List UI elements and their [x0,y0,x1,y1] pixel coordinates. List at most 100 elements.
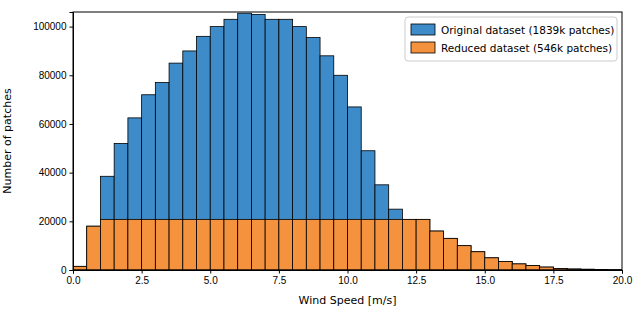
y-tick: 20000 [39,216,73,227]
y-tick-label: 100000 [33,21,67,32]
histogram-bar [389,209,403,270]
legend-label: Reduced dataset (546k patches) [441,42,612,54]
x-tick-mark [416,270,417,274]
histogram-bar [73,266,87,270]
x-tick-mark [485,270,486,274]
y-tick-label: 40000 [39,167,67,178]
histogram-bar [306,219,320,270]
x-axis: 0.0 2.5 5.0 7.5 10.0 12.5 15.0 17.5 20.0 [67,270,633,286]
histogram-bar [279,219,293,270]
histogram-bar [361,219,375,270]
x-tick: 17.5 [544,270,564,286]
histogram-bar [224,19,238,270]
histogram-bar [279,19,293,270]
histogram-bar [498,261,512,270]
histogram-bar [155,219,169,270]
y-tick-mark [70,173,74,174]
y-tick-label: 20000 [39,216,67,227]
y-tick-label: 60000 [39,119,67,130]
y-tick-mark [70,270,74,271]
x-tick-label: 10.0 [338,275,358,286]
histogram-bar [526,266,540,270]
series [73,13,622,270]
plot-area: 0.0 2.5 5.0 7.5 10.0 12.5 15.0 17.5 20.0 0 20000 40… [33,12,633,286]
x-tick-label: 15.0 [476,275,496,286]
histogram-bar [265,19,279,270]
y-tick: 80000 [39,70,73,81]
x-tick-label: 17.5 [544,275,564,286]
x-tick-mark [142,270,143,274]
x-tick-mark [279,270,280,274]
legend-entry: Reduced dataset (546k patches) [411,42,612,54]
histogram-bar [210,27,224,270]
y-tick-mark [70,75,74,76]
histogram-bar [471,252,485,270]
histogram-bar [402,219,416,270]
x-tick: 15.0 [476,270,496,286]
histogram-bar [375,185,389,270]
histogram-bar [114,219,128,270]
histogram-bar [485,258,499,270]
histogram-bar [485,258,499,270]
histogram-bar [361,151,375,270]
histogram-bar [375,219,389,270]
histogram-bar [471,252,485,270]
x-tick: 10.0 [338,270,358,286]
y-tick: 0 [61,265,73,276]
y-tick: 100000 [33,21,73,32]
x-tick: 7.5 [272,270,286,286]
histogram-bar [142,219,156,270]
histogram-bar [169,63,183,270]
histogram-bar [306,38,320,270]
histogram-bar [444,238,458,270]
histogram-bar [251,14,265,270]
bars [73,13,622,270]
histogram-bar [389,219,403,270]
x-tick-label: 5.0 [204,275,218,286]
y-tick-label: 80000 [39,70,67,81]
y-tick: 60000 [39,119,73,130]
histogram-bar [100,219,114,270]
x-tick: 2.5 [135,270,149,286]
histogram-bar [87,226,101,270]
x-tick-mark [348,270,349,274]
histogram-bar [526,266,540,270]
histogram-bar [416,219,430,270]
histogram-bar [73,266,87,270]
x-tick: 5.0 [204,270,218,286]
x-tick-label: 12.5 [407,275,427,286]
histogram-bar [210,219,224,270]
y-tick: 40000 [39,167,73,178]
x-axis-title: Wind Speed [m/s] [299,294,397,307]
x-tick-label: 20.0 [613,275,633,286]
histogram-bar [334,75,348,270]
histogram-bar [293,27,307,270]
histogram-bar [197,219,211,270]
chart: 0.0 2.5 5.0 7.5 10.0 12.5 15.0 17.5 20.0 0 20000 40… [0,0,640,309]
x-tick: 12.5 [407,270,427,286]
histogram-bar [457,246,471,270]
histogram-bar [142,95,156,270]
histogram-bar [430,231,444,270]
y-tick-mark [70,27,74,28]
histogram-bar [265,219,279,270]
histogram-bar [498,261,512,270]
x-tick-mark [210,270,211,274]
x-tick: 20.0 [613,270,633,286]
x-axis-line [74,271,623,274]
histogram-bar [402,219,416,270]
histogram-bar [334,219,348,270]
x-tick: 0.0 [67,270,81,286]
histogram-bar [128,219,142,270]
y-axis-title: Number of patches [1,88,14,194]
histogram-bar [512,264,526,270]
histogram-bar [348,219,362,270]
plot-frame [73,12,622,270]
histogram-bar [183,219,197,270]
x-tick-label: 7.5 [272,275,286,286]
x-tick-mark [553,270,554,274]
x-tick-mark [622,270,623,274]
histogram-bar [320,56,334,270]
y-tick-label: 0 [61,265,67,276]
histogram-bar [87,226,101,270]
